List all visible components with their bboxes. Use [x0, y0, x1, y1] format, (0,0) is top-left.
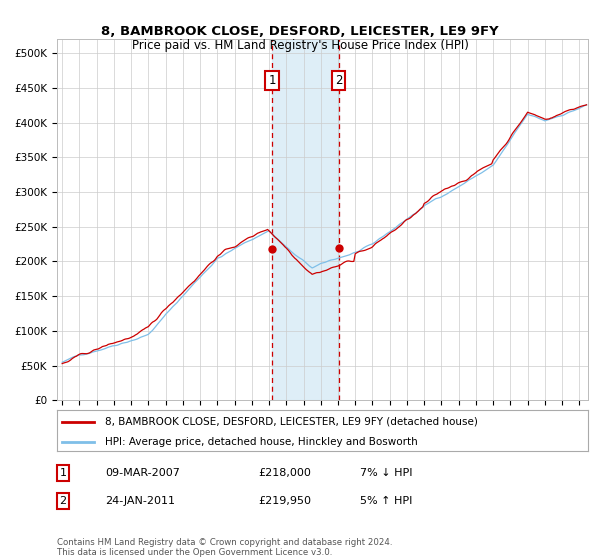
Text: 5% ↑ HPI: 5% ↑ HPI [360, 496, 412, 506]
Text: Price paid vs. HM Land Registry's House Price Index (HPI): Price paid vs. HM Land Registry's House … [131, 39, 469, 52]
Text: 2: 2 [335, 74, 343, 87]
Text: 8, BAMBROOK CLOSE, DESFORD, LEICESTER, LE9 9FY (detached house): 8, BAMBROOK CLOSE, DESFORD, LEICESTER, L… [105, 417, 478, 427]
Text: Contains HM Land Registry data © Crown copyright and database right 2024.
This d: Contains HM Land Registry data © Crown c… [57, 538, 392, 557]
Text: 1: 1 [59, 468, 67, 478]
Text: 8, BAMBROOK CLOSE, DESFORD, LEICESTER, LE9 9FY: 8, BAMBROOK CLOSE, DESFORD, LEICESTER, L… [101, 25, 499, 38]
Text: 2: 2 [59, 496, 67, 506]
Text: £218,000: £218,000 [258, 468, 311, 478]
Text: 7% ↓ HPI: 7% ↓ HPI [360, 468, 413, 478]
Text: HPI: Average price, detached house, Hinckley and Bosworth: HPI: Average price, detached house, Hinc… [105, 437, 418, 447]
Text: 1: 1 [268, 74, 275, 87]
Text: 24-JAN-2011: 24-JAN-2011 [105, 496, 175, 506]
Text: 09-MAR-2007: 09-MAR-2007 [105, 468, 180, 478]
Text: £219,950: £219,950 [258, 496, 311, 506]
Bar [272, 39, 339, 400]
